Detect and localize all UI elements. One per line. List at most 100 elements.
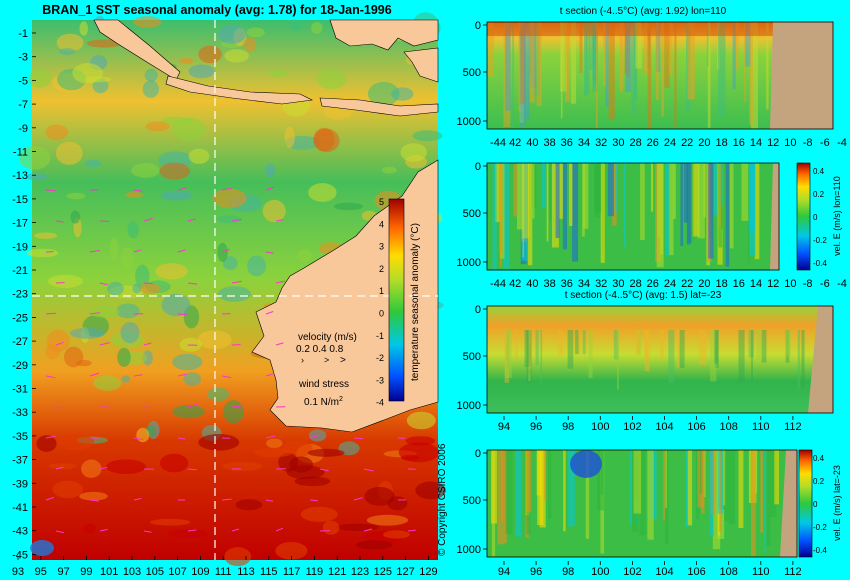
anomaly-eddy xyxy=(89,305,120,318)
section-streak xyxy=(567,330,574,369)
anomaly-eddy xyxy=(207,387,230,402)
copyright-text: © Copyright CSIRO 2006 xyxy=(437,443,448,556)
vel-colorbar-tick-label: -0.2 xyxy=(813,523,827,532)
wind-vector xyxy=(275,280,286,284)
section-streak xyxy=(677,330,680,368)
vel-colorbar-tick-label: 0 xyxy=(813,213,818,222)
wind-vector xyxy=(45,497,54,501)
section-streak xyxy=(524,22,530,119)
section-streak xyxy=(630,450,632,525)
section-streak xyxy=(548,450,552,520)
anomaly-eddy xyxy=(149,518,191,526)
lon-tick-label: 94 xyxy=(498,566,510,578)
lat-tick-label: -4 xyxy=(837,278,847,290)
section-streak xyxy=(749,163,756,256)
land-sulawesi xyxy=(403,47,439,83)
wind-vector xyxy=(133,437,144,441)
section-streak xyxy=(504,450,507,543)
section-streak xyxy=(597,450,604,511)
section-streak xyxy=(699,450,703,494)
section-streak xyxy=(589,22,595,71)
anomaly-eddy xyxy=(28,68,51,88)
anomaly-eddy xyxy=(30,540,54,556)
lon-tick-label: 98 xyxy=(562,566,574,578)
wind-vector xyxy=(143,530,152,533)
section-streak xyxy=(563,450,566,532)
lat-tick-label: 16 xyxy=(733,137,745,149)
wind-vector xyxy=(99,342,110,346)
v-lon-colorbar: 0.4 0.2 0 -0.2 -0.4 vel. E (m/s) lon=110 xyxy=(796,162,842,271)
lat-tick-label: 14 xyxy=(750,137,762,149)
map-x-tick-label: 115 xyxy=(260,566,278,578)
section-streak xyxy=(744,22,746,103)
map-x-tick-label: 93 xyxy=(12,566,24,578)
section-streak xyxy=(664,22,670,88)
section-streak xyxy=(565,22,570,102)
colorbar-tick-label: 2 xyxy=(379,264,384,274)
anomaly-eddy xyxy=(64,346,84,368)
colorbar-tick-label: 5 xyxy=(379,197,384,207)
land-nusa-tenggara xyxy=(319,97,439,117)
lon-tick-label: 102 xyxy=(623,421,641,433)
section-streak xyxy=(512,22,514,129)
anomaly-eddy xyxy=(254,447,293,458)
anomaly-eddy xyxy=(79,21,88,36)
anomaly-eddy xyxy=(222,461,263,471)
wind-vector xyxy=(177,313,188,316)
anomaly-eddy xyxy=(26,172,47,181)
anomaly-eddy xyxy=(188,64,215,79)
anomaly-eddy xyxy=(81,459,102,478)
colorbar-tick-label: 1 xyxy=(379,286,384,296)
wind-vector xyxy=(319,468,329,472)
section-streak xyxy=(661,22,665,117)
section-streak xyxy=(708,163,714,259)
map-x-tick-label: 103 xyxy=(123,566,141,578)
section-streak xyxy=(722,450,726,506)
section-streak xyxy=(687,450,693,526)
section-streak xyxy=(748,163,750,266)
anomaly-eddy xyxy=(192,285,214,295)
v-lat-structure xyxy=(491,450,779,557)
section-streak xyxy=(668,330,675,384)
map-y-tick-label: -13 xyxy=(12,170,28,182)
vel-colorbar-tick-label: 0.4 xyxy=(813,454,825,463)
lat-tick-label: 24 xyxy=(664,137,676,149)
lon-tick-label: 108 xyxy=(720,421,738,433)
t-lat-structure xyxy=(504,330,805,390)
anomaly-eddy xyxy=(166,529,208,539)
section-streak xyxy=(497,450,505,545)
section-streak xyxy=(505,22,511,111)
anomaly-eddy xyxy=(188,148,210,164)
wind-vector xyxy=(45,312,57,315)
wind-vector xyxy=(55,220,64,223)
lat-tick-label: -44 xyxy=(490,137,506,149)
v-lon-y-axis: 0 500 1000 xyxy=(457,161,487,269)
section-streak xyxy=(559,163,564,219)
section-streak xyxy=(603,22,606,87)
colorbar-tick-label: -3 xyxy=(376,375,384,385)
anomaly-eddy xyxy=(142,80,159,98)
anomaly-eddy xyxy=(48,274,83,288)
section-streak xyxy=(607,163,614,217)
lat-tick-label: 14 xyxy=(750,278,762,290)
anomaly-eddy xyxy=(45,343,60,360)
anomaly-eddy xyxy=(224,49,249,63)
section-streak xyxy=(687,22,695,100)
section-streak xyxy=(697,163,705,239)
anomaly-eddy xyxy=(246,27,265,38)
anomaly-eddy xyxy=(333,202,364,211)
lon-tick-label: 96 xyxy=(530,421,542,433)
section-streak xyxy=(735,22,739,69)
anomaly-eddy xyxy=(127,221,139,239)
section-streak xyxy=(608,22,615,120)
section-streak xyxy=(635,22,642,69)
wind-vector xyxy=(133,249,142,253)
anomaly-eddy xyxy=(198,434,240,451)
depth-tick-label: 500 xyxy=(463,495,481,507)
wind-stress-vectors xyxy=(45,186,416,534)
t-lon-slope xyxy=(770,22,779,129)
section-streak xyxy=(720,163,723,206)
section-streak xyxy=(672,163,676,219)
section-streak xyxy=(526,330,532,384)
colorbar-gradient xyxy=(388,198,405,402)
